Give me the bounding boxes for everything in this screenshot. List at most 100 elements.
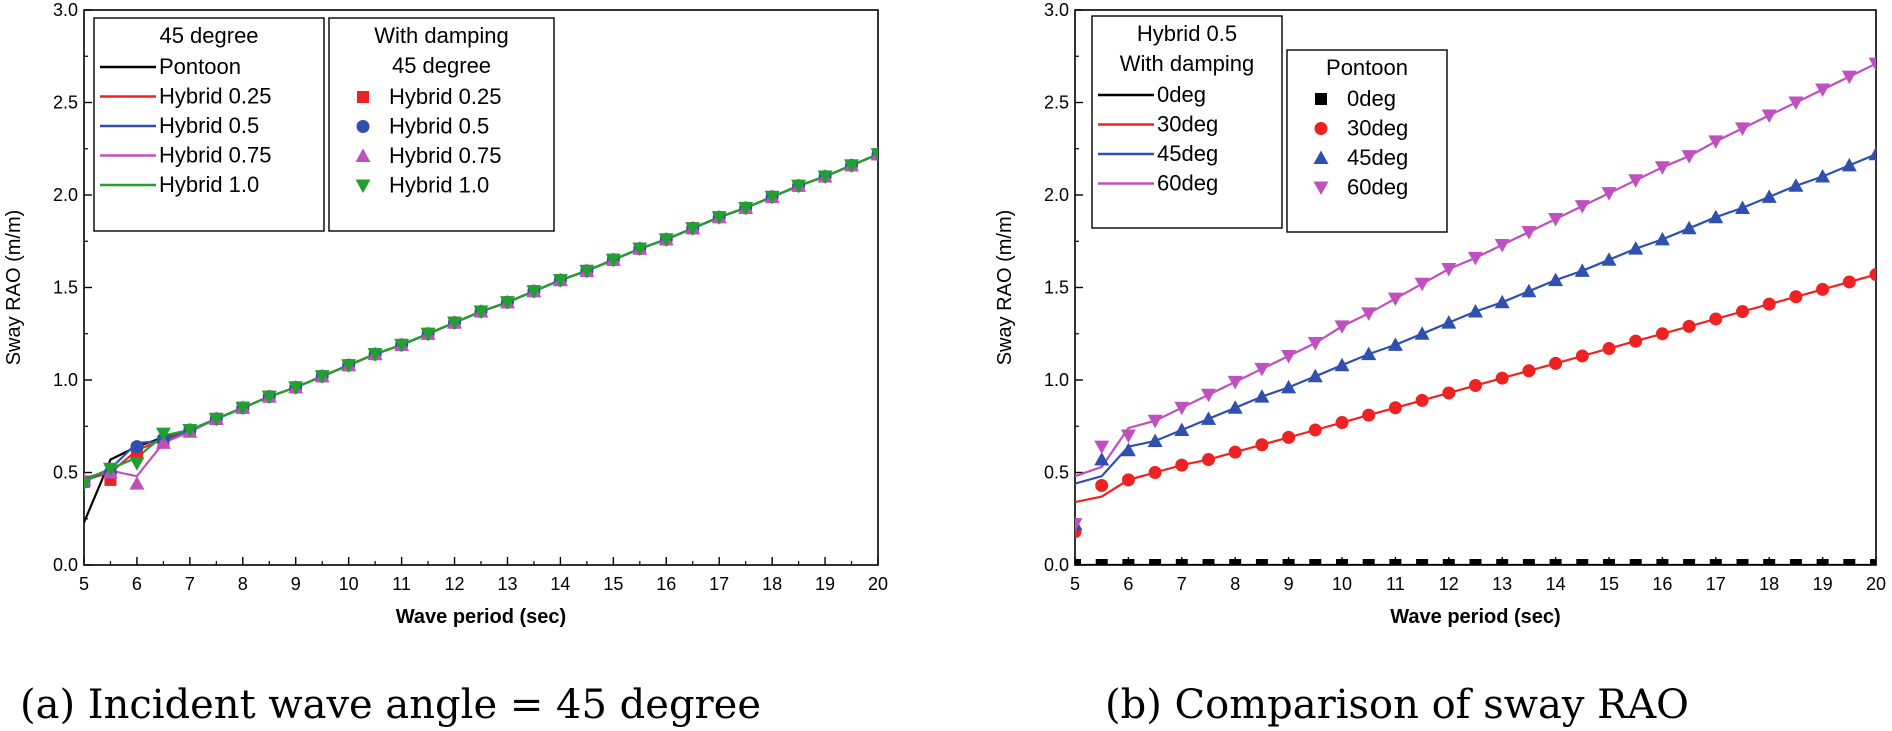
data-point-60deg [1414,277,1430,292]
data-point-60deg [1174,401,1190,416]
data-point-0deg [1095,559,1108,565]
x-tick-label: 10 [1332,574,1352,594]
legend-label: Hybrid 1.0 [159,172,259,197]
data-point-hybrid-1-0 [341,359,357,373]
data-point-0deg [1870,559,1876,565]
y-axis-label: Sway RAO (m/m) [994,210,1016,366]
data-point-hybrid-1-0 [605,253,621,268]
data-point-hybrid-1-0 [499,296,515,310]
data-point-0deg [1309,559,1322,565]
data-point-30deg [1655,327,1669,341]
data-point-hybrid-1-0 [84,477,92,492]
data-point-60deg [1147,414,1163,429]
data-point-hybrid-1-0 [155,427,171,442]
data-point-30deg [1095,478,1109,492]
data-point-0deg [1255,559,1268,565]
data-point-30deg [1175,458,1189,472]
data-point-45deg [1868,146,1876,161]
data-point-0deg [1522,559,1535,565]
data-point-hybrid-1-0 [235,401,251,416]
x-tick-label: 17 [709,574,729,594]
data-point-45deg [1201,411,1216,425]
data-point-45deg [1307,368,1323,383]
legend-label: 30deg [1157,112,1218,137]
legend-entry-hybrid-0-75: Hybrid 0.75 [355,143,502,168]
data-point-30deg [1629,334,1643,348]
data-point-30deg [1736,305,1749,319]
plot-area [84,146,878,523]
data-point-60deg [1441,263,1457,277]
data-point-0deg [1763,559,1776,565]
data-point-30deg [1789,290,1803,304]
data-point-0deg [1576,559,1589,565]
data-point-0deg [1709,559,1722,565]
data-point-60deg [1868,57,1876,72]
data-point-hybrid-0-75 [129,476,145,490]
x-tick-label: 13 [1492,574,1512,594]
data-point-45deg [1681,220,1697,235]
data-point-60deg [1075,518,1083,532]
legend-swatch-marker [355,148,371,162]
data-point-45deg [1441,315,1457,329]
legend-swatch-marker [1313,150,1329,164]
series-markers-hybrid-1-0 [84,148,878,492]
series-markers-0deg [1075,559,1876,565]
data-point-60deg [1761,109,1777,123]
data-point-0deg [1416,559,1429,565]
data-point-30deg [1335,416,1349,430]
x-tick-label: 6 [1123,574,1133,594]
x-tick-label: 16 [656,574,676,594]
x-tick-label: 16 [1652,574,1672,594]
x-tick-label: 15 [1599,574,1619,594]
plot-area [1075,57,1876,565]
data-point-hybrid-1-0 [473,305,489,320]
data-point-0deg [1736,559,1749,565]
legend-entry-45deg: 45deg [1098,141,1218,166]
data-point-30deg [1388,401,1402,415]
data-point-60deg [1307,337,1323,351]
x-tick-label: 8 [238,574,248,594]
data-point-45deg [1281,379,1297,394]
data-point-0deg [1816,559,1829,565]
data-point-45deg [1815,169,1831,183]
data-point-60deg [1468,251,1483,266]
legend-box [1091,15,1283,229]
data-point-30deg [1442,386,1456,400]
data-point-60deg [1281,349,1297,364]
data-point-45deg [1254,389,1270,403]
data-point-45deg [1521,283,1537,298]
data-point-30deg [1495,371,1509,385]
data-point-hybrid-1-0 [658,233,674,247]
caption-b: (b) Comparison of sway RAO [1105,682,1689,728]
legend-label: 0deg [1347,86,1396,111]
x-tick-label: 6 [132,574,142,594]
x-tick-label: 5 [1070,574,1080,594]
data-point-45deg [1334,357,1350,372]
y-tick-label: 2.5 [1044,93,1069,113]
data-point-45deg [1708,209,1724,224]
data-point-60deg [1815,83,1831,98]
legend-label: 0deg [1157,82,1206,107]
data-point-hybrid-1-0 [764,190,780,205]
data-point-45deg [1094,452,1110,466]
data-point-45deg [1174,422,1190,436]
legend-label: Hybrid 0.75 [389,143,502,168]
x-tick-label: 19 [815,574,835,594]
legend-entry-hybrid-0-5: Hybrid 0.5 [100,113,259,138]
data-point-hybrid-1-0 [420,327,436,342]
series-markers-45deg [1075,146,1876,531]
data-point-60deg [1841,70,1857,85]
data-point-60deg [1201,388,1216,403]
y-tick-label: 2.0 [53,185,78,205]
y-tick-label: 3.0 [1044,0,1069,20]
data-point-30deg [1202,453,1215,467]
x-tick-label: 15 [603,574,623,594]
legend-entry-60deg: 60deg [1098,171,1218,196]
y-axis-label: Sway RAO (m/m) [3,210,25,366]
legend-label: 60deg [1157,171,1218,196]
data-point-hybrid-1-0 [844,159,860,173]
data-point-45deg [1788,178,1804,192]
legend: With damping 45 degree Hybrid 0.25 Hybrid 0… [328,17,555,232]
x-tick-label: 14 [1546,574,1566,594]
